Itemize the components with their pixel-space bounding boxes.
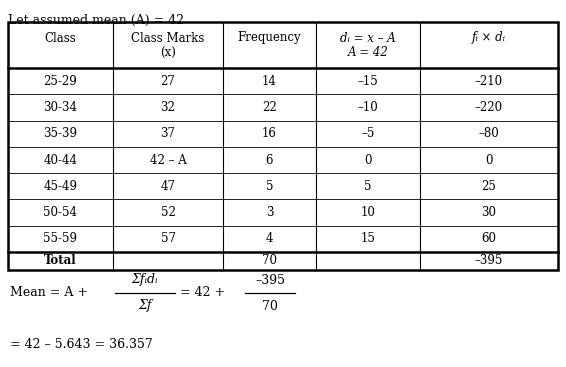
Text: Let assumed mean (A) = 42: Let assumed mean (A) = 42 xyxy=(8,14,184,27)
Text: 30-34: 30-34 xyxy=(44,101,78,114)
Text: 40-44: 40-44 xyxy=(44,153,78,167)
Text: –15: –15 xyxy=(358,75,379,88)
Text: 25-29: 25-29 xyxy=(44,75,78,88)
Text: (x): (x) xyxy=(160,47,176,59)
Text: Total: Total xyxy=(44,254,77,268)
Text: 52: 52 xyxy=(161,206,175,219)
Text: 50-54: 50-54 xyxy=(44,206,78,219)
Text: –80: –80 xyxy=(479,127,499,140)
Text: 16: 16 xyxy=(262,127,277,140)
Text: 42 – A: 42 – A xyxy=(149,153,186,167)
Text: Class: Class xyxy=(45,32,76,44)
Text: Σf: Σf xyxy=(138,299,152,312)
Text: Class Marks: Class Marks xyxy=(131,32,205,44)
Bar xyxy=(8,22,558,270)
Text: –220: –220 xyxy=(475,101,503,114)
Text: 35-39: 35-39 xyxy=(44,127,78,140)
Text: 37: 37 xyxy=(161,127,175,140)
Text: 0: 0 xyxy=(365,153,372,167)
Text: 6: 6 xyxy=(266,153,273,167)
Text: 3: 3 xyxy=(266,206,273,219)
Text: = 42 +: = 42 + xyxy=(180,287,225,299)
Text: –395: –395 xyxy=(475,254,503,268)
Text: –10: –10 xyxy=(358,101,379,114)
Text: –210: –210 xyxy=(475,75,503,88)
Text: 70: 70 xyxy=(262,299,278,312)
Text: 60: 60 xyxy=(482,232,496,246)
Text: Σfᵢdᵢ: Σfᵢdᵢ xyxy=(132,273,158,287)
Text: fᵢ × dᵢ: fᵢ × dᵢ xyxy=(472,32,506,44)
Text: 15: 15 xyxy=(361,232,375,246)
Text: 27: 27 xyxy=(161,75,175,88)
Text: 55-59: 55-59 xyxy=(44,232,78,246)
Text: 45-49: 45-49 xyxy=(44,180,78,193)
Text: 22: 22 xyxy=(262,101,277,114)
Text: 4: 4 xyxy=(266,232,273,246)
Text: 5: 5 xyxy=(266,180,273,193)
Text: 47: 47 xyxy=(161,180,175,193)
Text: dᵢ = x – A: dᵢ = x – A xyxy=(340,32,396,44)
Text: Mean = A +: Mean = A + xyxy=(10,287,88,299)
Text: = 42 – 5.643 = 36.357: = 42 – 5.643 = 36.357 xyxy=(10,338,153,352)
Text: 25: 25 xyxy=(482,180,496,193)
Text: 30: 30 xyxy=(482,206,496,219)
Text: Frequency: Frequency xyxy=(238,32,301,44)
Text: 57: 57 xyxy=(161,232,175,246)
Text: –395: –395 xyxy=(255,273,285,287)
Text: 5: 5 xyxy=(365,180,372,193)
Text: 70: 70 xyxy=(262,254,277,268)
Text: –5: –5 xyxy=(361,127,375,140)
Text: 10: 10 xyxy=(361,206,375,219)
Text: 0: 0 xyxy=(485,153,493,167)
Text: 14: 14 xyxy=(262,75,277,88)
Text: A = 42: A = 42 xyxy=(348,47,388,59)
Text: 32: 32 xyxy=(161,101,175,114)
